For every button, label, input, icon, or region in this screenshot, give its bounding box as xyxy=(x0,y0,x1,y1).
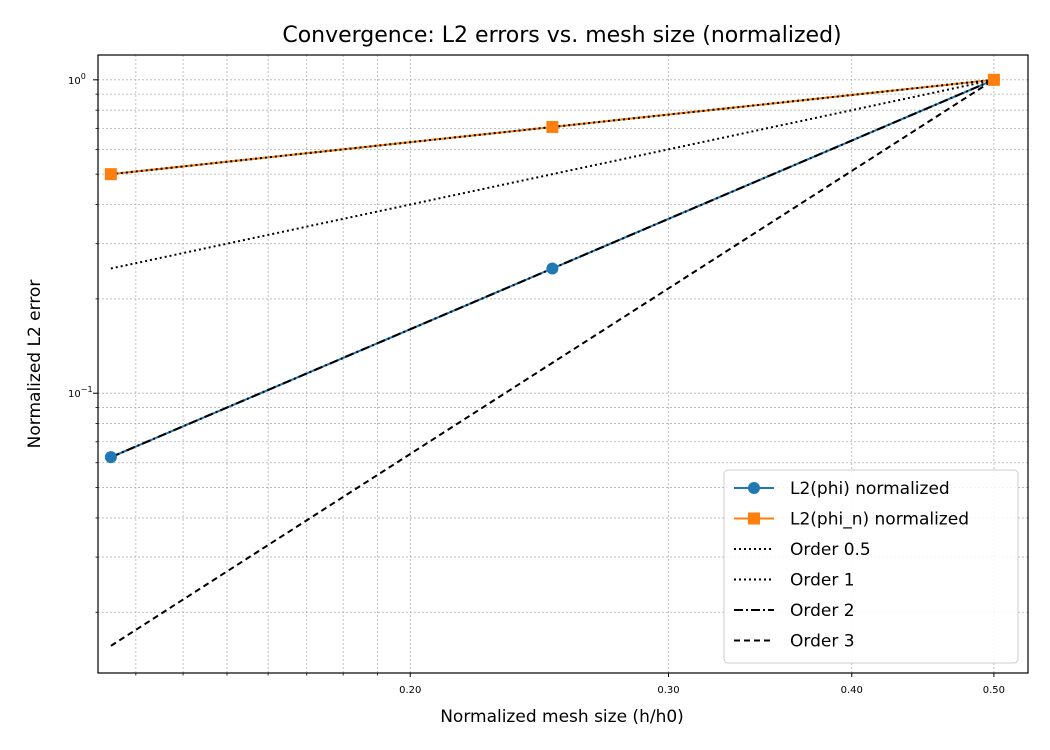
legend-label: Order 3 xyxy=(790,632,855,652)
legend-label: L2(phi_n) normalized xyxy=(790,510,969,530)
series-layer xyxy=(104,73,1000,647)
y-tick-label: 10−1 xyxy=(68,385,93,400)
legend-entry: Order 0.5 xyxy=(734,540,871,560)
legend-box xyxy=(723,469,1019,664)
data-point xyxy=(104,451,117,464)
legend-label: Order 2 xyxy=(790,601,855,621)
y-axis-label: Normalized L2 error xyxy=(25,280,45,449)
x-tick-label: 0.20 xyxy=(399,685,421,696)
legend-label: L2(phi) normalized xyxy=(790,479,950,499)
data-point xyxy=(987,73,1000,86)
data-point xyxy=(546,262,559,275)
x-tick-label: 0.30 xyxy=(657,685,679,696)
grid xyxy=(98,55,1028,673)
legend-entry: Order 2 xyxy=(734,601,855,621)
legend-entry: Order 1 xyxy=(734,571,855,591)
chart-title: Convergence: L2 errors vs. mesh size (no… xyxy=(282,23,841,48)
y-tick-label: 100 xyxy=(68,72,86,87)
legend-label: Order 1 xyxy=(790,571,855,591)
x-axis-ticks: 0.20 0.30 0.40 0.50 xyxy=(135,673,1005,696)
legend-entry: L2(phi) normalized xyxy=(734,479,950,499)
data-point xyxy=(546,120,559,133)
y-axis-ticks: 10−1 100 xyxy=(68,72,98,613)
data-point xyxy=(104,168,117,181)
x-tick-label: 0.50 xyxy=(983,685,1005,696)
legend-marker xyxy=(748,482,760,494)
legend-label: Order 0.5 xyxy=(790,540,871,560)
legend-marker xyxy=(748,512,760,525)
x-tick-label: 0.40 xyxy=(841,685,863,696)
series-line xyxy=(110,78,995,647)
legend-entry: Order 3 xyxy=(734,632,855,652)
legend: L2(phi) normalized L2(phi_n) normalized Or… xyxy=(723,469,1019,664)
legend-entry: L2(phi_n) normalized xyxy=(734,510,969,530)
plot-frame xyxy=(97,54,1029,674)
x-axis-label: Normalized mesh size (h/h0) xyxy=(440,707,684,727)
series-line xyxy=(110,78,995,270)
reference-overlay xyxy=(110,78,995,176)
